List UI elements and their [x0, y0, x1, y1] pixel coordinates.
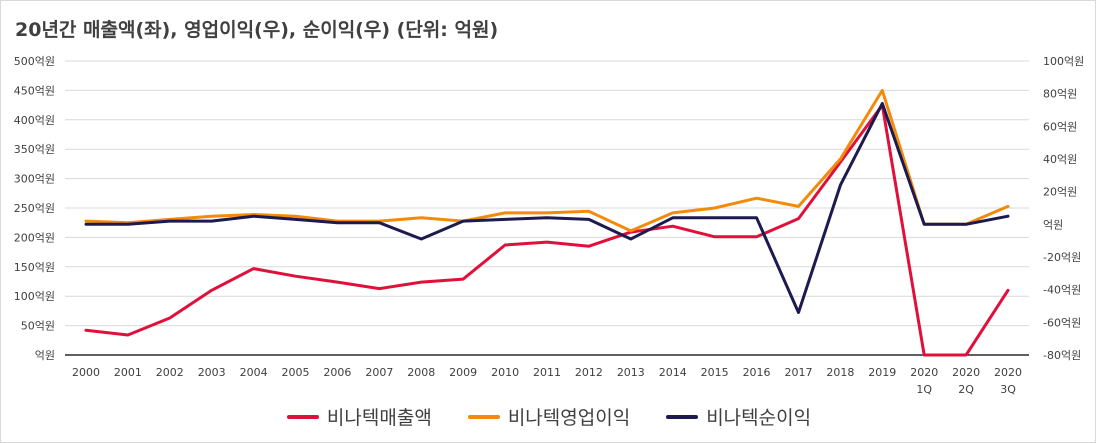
right-tick-label: 60억원 — [1043, 120, 1077, 133]
left-tick-label: 500억원 — [14, 55, 55, 68]
legend-swatch — [666, 414, 699, 419]
legend-label: 비나텍영업이익 — [507, 407, 631, 429]
x-tick-label: 2014 — [659, 366, 687, 379]
legend-label: 비나텍매출액 — [326, 407, 432, 429]
series-lines — [84, 88, 1010, 357]
legend-swatch — [467, 414, 500, 419]
right-y-axis: -80억원 -60억원 -40억원 -20억원 억원 20억원 40억원 60억원 80억원 10… — [1043, 55, 1084, 362]
left-tick-label: 450억원 — [14, 84, 55, 97]
x-tick-label: 2010 — [491, 366, 519, 379]
gridlines — [65, 60, 1029, 356]
left-tick-label: 100억원 — [14, 290, 55, 303]
x-tick-label: 2001 — [114, 366, 142, 379]
x-tick-label: 1Q — [916, 383, 932, 396]
left-tick-label: 300억원 — [14, 173, 55, 186]
right-tick-label: 100억원 — [1043, 55, 1084, 68]
x-tick-label: 2011 — [533, 366, 561, 379]
x-tick-label: 2Q — [958, 383, 974, 396]
right-tick-label: -60억원 — [1043, 316, 1081, 329]
right-tick-label: 20억원 — [1043, 186, 1077, 199]
x-tick-label: 2016 — [743, 366, 771, 379]
left-tick-label: 250억원 — [14, 202, 55, 215]
left-y-axis: 억원 50억원 100억원 150억원 200억원 250억원 300억원 350억원 400억… — [14, 55, 55, 362]
x-tick-label: 2007 — [365, 366, 393, 379]
x-tick-label: 2017 — [784, 366, 812, 379]
x-tick-label: 2013 — [617, 366, 645, 379]
left-tick-label: 50억원 — [21, 320, 55, 333]
x-tick-label: 2002 — [156, 366, 184, 379]
series-line — [84, 88, 1010, 233]
legend-item: 비나텍매출액 — [286, 403, 432, 430]
right-tick-label: -80억원 — [1043, 349, 1081, 362]
line-chart: 억원 50억원 100억원 150억원 200억원 250억원 300억원 350억원 400억… — [14, 55, 1085, 396]
x-tick-label: 2020 — [910, 366, 938, 379]
x-tick-label: 2000 — [72, 366, 100, 379]
legend-item: 비나텍순이익 — [666, 403, 811, 430]
left-tick-label: 350억원 — [14, 143, 55, 156]
x-tick-label: 2019 — [868, 366, 896, 379]
left-tick-label: 억원 — [35, 349, 55, 362]
legend-label: 비나텍순이익 — [706, 407, 812, 429]
chart-title: 20년간 매출액(좌), 영업이익(우), 순이익(우) (단위: 억원) — [15, 19, 499, 41]
right-tick-label: 80억원 — [1043, 88, 1077, 101]
legend-swatch — [286, 414, 319, 419]
x-tick-label: 2020 — [952, 366, 980, 379]
x-tick-label: 2012 — [575, 366, 603, 379]
x-tick-label: 2004 — [240, 366, 268, 379]
left-tick-label: 400억원 — [14, 114, 55, 127]
left-tick-label: 150억원 — [14, 261, 55, 274]
x-tick-label: 2009 — [449, 366, 477, 379]
right-tick-label: 억원 — [1043, 218, 1063, 231]
x-tick-label: 2006 — [323, 366, 351, 379]
x-tick-label: 2003 — [198, 366, 226, 379]
x-tick-label: 2015 — [701, 366, 729, 379]
right-tick-label: 40억원 — [1043, 153, 1077, 166]
x-tick-label: 3Q — [1000, 383, 1016, 396]
x-tick-label: 2020 — [994, 366, 1022, 379]
x-tick-label: 2018 — [826, 366, 854, 379]
series-line — [84, 103, 1010, 357]
right-tick-label: -40억원 — [1043, 284, 1081, 297]
x-tick-label: 2008 — [407, 366, 435, 379]
right-tick-label: -20억원 — [1043, 251, 1081, 264]
x-axis: 2000 2001 2002 2003 2004 2005 2006 2007 2008 2009… — [72, 366, 1022, 396]
x-tick-label: 2005 — [282, 366, 310, 379]
legend-item: 비나텍영업이익 — [467, 403, 631, 430]
series-line — [84, 102, 1010, 314]
left-tick-label: 200억원 — [14, 231, 55, 244]
chart-legend: 비나텍매출액 비나텍영업이익 비나텍순이익 — [1, 403, 1096, 430]
